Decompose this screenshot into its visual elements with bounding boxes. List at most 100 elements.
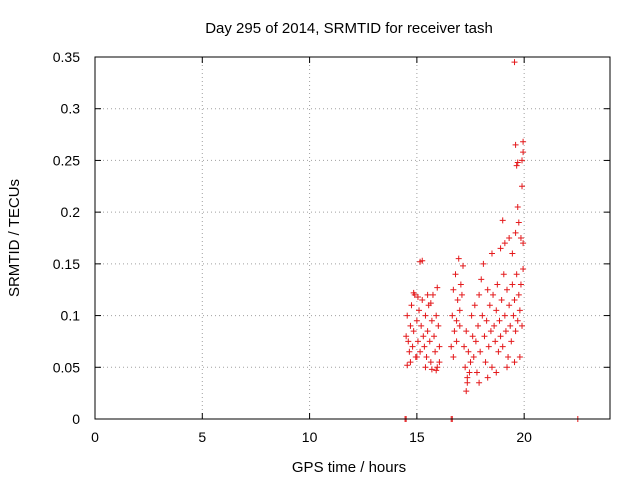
data-point [419, 297, 426, 304]
data-point [478, 276, 485, 283]
y-tick-label: 0.2 [61, 204, 81, 220]
data-point [501, 240, 508, 247]
data-point [508, 338, 515, 345]
data-point [461, 343, 468, 350]
data-point [428, 366, 435, 373]
y-tick-label: 0.05 [53, 359, 80, 375]
data-point [491, 322, 498, 329]
data-point [419, 257, 426, 264]
data-point [436, 359, 443, 366]
data-point [470, 353, 477, 360]
data-point [511, 359, 518, 366]
y-tick-label: 0.1 [61, 308, 81, 324]
plot-frame [94, 56, 611, 420]
chart-title: Day 295 of 2014, SRMTID for receiver tas… [205, 20, 493, 37]
x-tick-label: 0 [91, 429, 99, 445]
data-point [450, 353, 457, 360]
data-point [487, 328, 494, 335]
data-point [499, 217, 506, 224]
y-tick-label: 0.25 [53, 152, 80, 168]
y-tick-labels: 0 0.05 0.1 0.15 0.2 0.25 0.3 0.35 [53, 49, 80, 427]
data-point [472, 338, 479, 345]
data-point [457, 281, 464, 288]
data-point [463, 388, 470, 395]
data-point [516, 307, 523, 314]
data-point [427, 359, 434, 366]
data-point [426, 338, 433, 345]
data-point [434, 284, 441, 291]
x-tick-label: 15 [409, 429, 425, 445]
data-point [422, 364, 429, 371]
data-point [499, 343, 506, 350]
data-point [463, 328, 470, 335]
data-point [424, 328, 431, 335]
data-point [413, 317, 420, 324]
data-point [513, 162, 520, 169]
x-tick-label: 20 [516, 429, 532, 445]
data-point [520, 266, 527, 273]
data-point [435, 322, 442, 329]
data-point [498, 297, 505, 304]
data-point [421, 343, 428, 350]
data-point [504, 364, 510, 371]
data-point [409, 343, 416, 350]
data-point [465, 348, 472, 355]
data-point [510, 312, 517, 319]
data-point [406, 348, 413, 355]
data-point [477, 348, 484, 355]
data-point [410, 328, 417, 335]
data-point [460, 262, 467, 269]
data-point [493, 369, 500, 376]
data-point [475, 322, 482, 329]
data-point [514, 317, 521, 324]
data-point [432, 348, 439, 355]
data-point [496, 317, 503, 324]
data-point [404, 362, 411, 369]
data-point [418, 322, 425, 329]
data-point [450, 286, 457, 293]
data-point [516, 353, 523, 360]
data-point [449, 312, 456, 319]
data-point [429, 291, 436, 298]
data-point [484, 374, 491, 381]
data-point [433, 312, 440, 319]
y-tick-label: 0 [72, 411, 80, 427]
x-tick-label: 10 [302, 429, 318, 445]
data-point [436, 343, 443, 350]
data-point [433, 367, 440, 374]
data-point [453, 338, 460, 345]
data-point [507, 322, 514, 329]
data-point [493, 307, 500, 314]
data-point [483, 317, 490, 324]
data-point [405, 338, 412, 345]
data-point [506, 302, 513, 309]
data-point [517, 235, 524, 241]
data-point [416, 307, 423, 314]
data-point [488, 364, 495, 371]
data-point [471, 302, 478, 309]
data-point [505, 353, 512, 360]
data-point [512, 229, 519, 236]
data-point [511, 297, 518, 304]
data-point [506, 235, 513, 241]
y-tick-label: 0.15 [53, 256, 80, 272]
data-point [466, 369, 473, 376]
data-point [497, 333, 504, 340]
data-point [484, 286, 491, 293]
data-point [423, 353, 430, 360]
data-point [492, 338, 499, 345]
data-point [520, 240, 527, 247]
data-point [408, 302, 415, 309]
data-point [486, 302, 493, 309]
data-point [481, 333, 488, 340]
data-point [512, 328, 519, 335]
x-axis-label: GPS time / hours [292, 459, 406, 476]
data-point [452, 271, 459, 278]
data-point [424, 291, 431, 298]
data-point [520, 149, 527, 156]
data-point [500, 271, 507, 278]
data-point [417, 348, 424, 355]
data-point [422, 312, 429, 319]
grid [95, 57, 610, 419]
